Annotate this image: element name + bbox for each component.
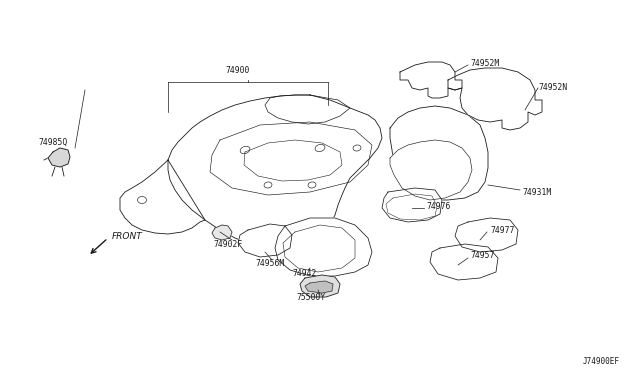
Polygon shape xyxy=(448,68,542,130)
Text: 74942: 74942 xyxy=(292,269,316,278)
Text: 74985Q: 74985Q xyxy=(38,138,67,147)
Text: J74900EF: J74900EF xyxy=(583,357,620,366)
Text: 75500Y: 75500Y xyxy=(296,294,325,302)
Polygon shape xyxy=(168,95,382,250)
Polygon shape xyxy=(305,281,333,293)
Text: 74956M: 74956M xyxy=(255,259,284,267)
Text: 74900: 74900 xyxy=(226,65,250,74)
Polygon shape xyxy=(275,218,372,276)
Text: 74977: 74977 xyxy=(490,225,515,234)
Polygon shape xyxy=(48,148,70,167)
Polygon shape xyxy=(390,140,472,200)
Polygon shape xyxy=(300,275,340,297)
Polygon shape xyxy=(120,160,205,234)
Polygon shape xyxy=(382,188,442,222)
Text: 74902F: 74902F xyxy=(213,240,243,248)
Polygon shape xyxy=(212,225,232,240)
Polygon shape xyxy=(390,106,488,200)
Polygon shape xyxy=(430,244,498,280)
Polygon shape xyxy=(455,218,518,252)
Text: 74931M: 74931M xyxy=(522,187,551,196)
Text: FRONT: FRONT xyxy=(112,231,143,241)
Text: 74952N: 74952N xyxy=(538,83,567,92)
Polygon shape xyxy=(400,62,462,98)
Text: 74957: 74957 xyxy=(470,251,494,260)
Text: 74976: 74976 xyxy=(426,202,451,211)
Polygon shape xyxy=(238,224,292,257)
Text: 74952M: 74952M xyxy=(470,58,499,67)
Polygon shape xyxy=(265,95,350,124)
